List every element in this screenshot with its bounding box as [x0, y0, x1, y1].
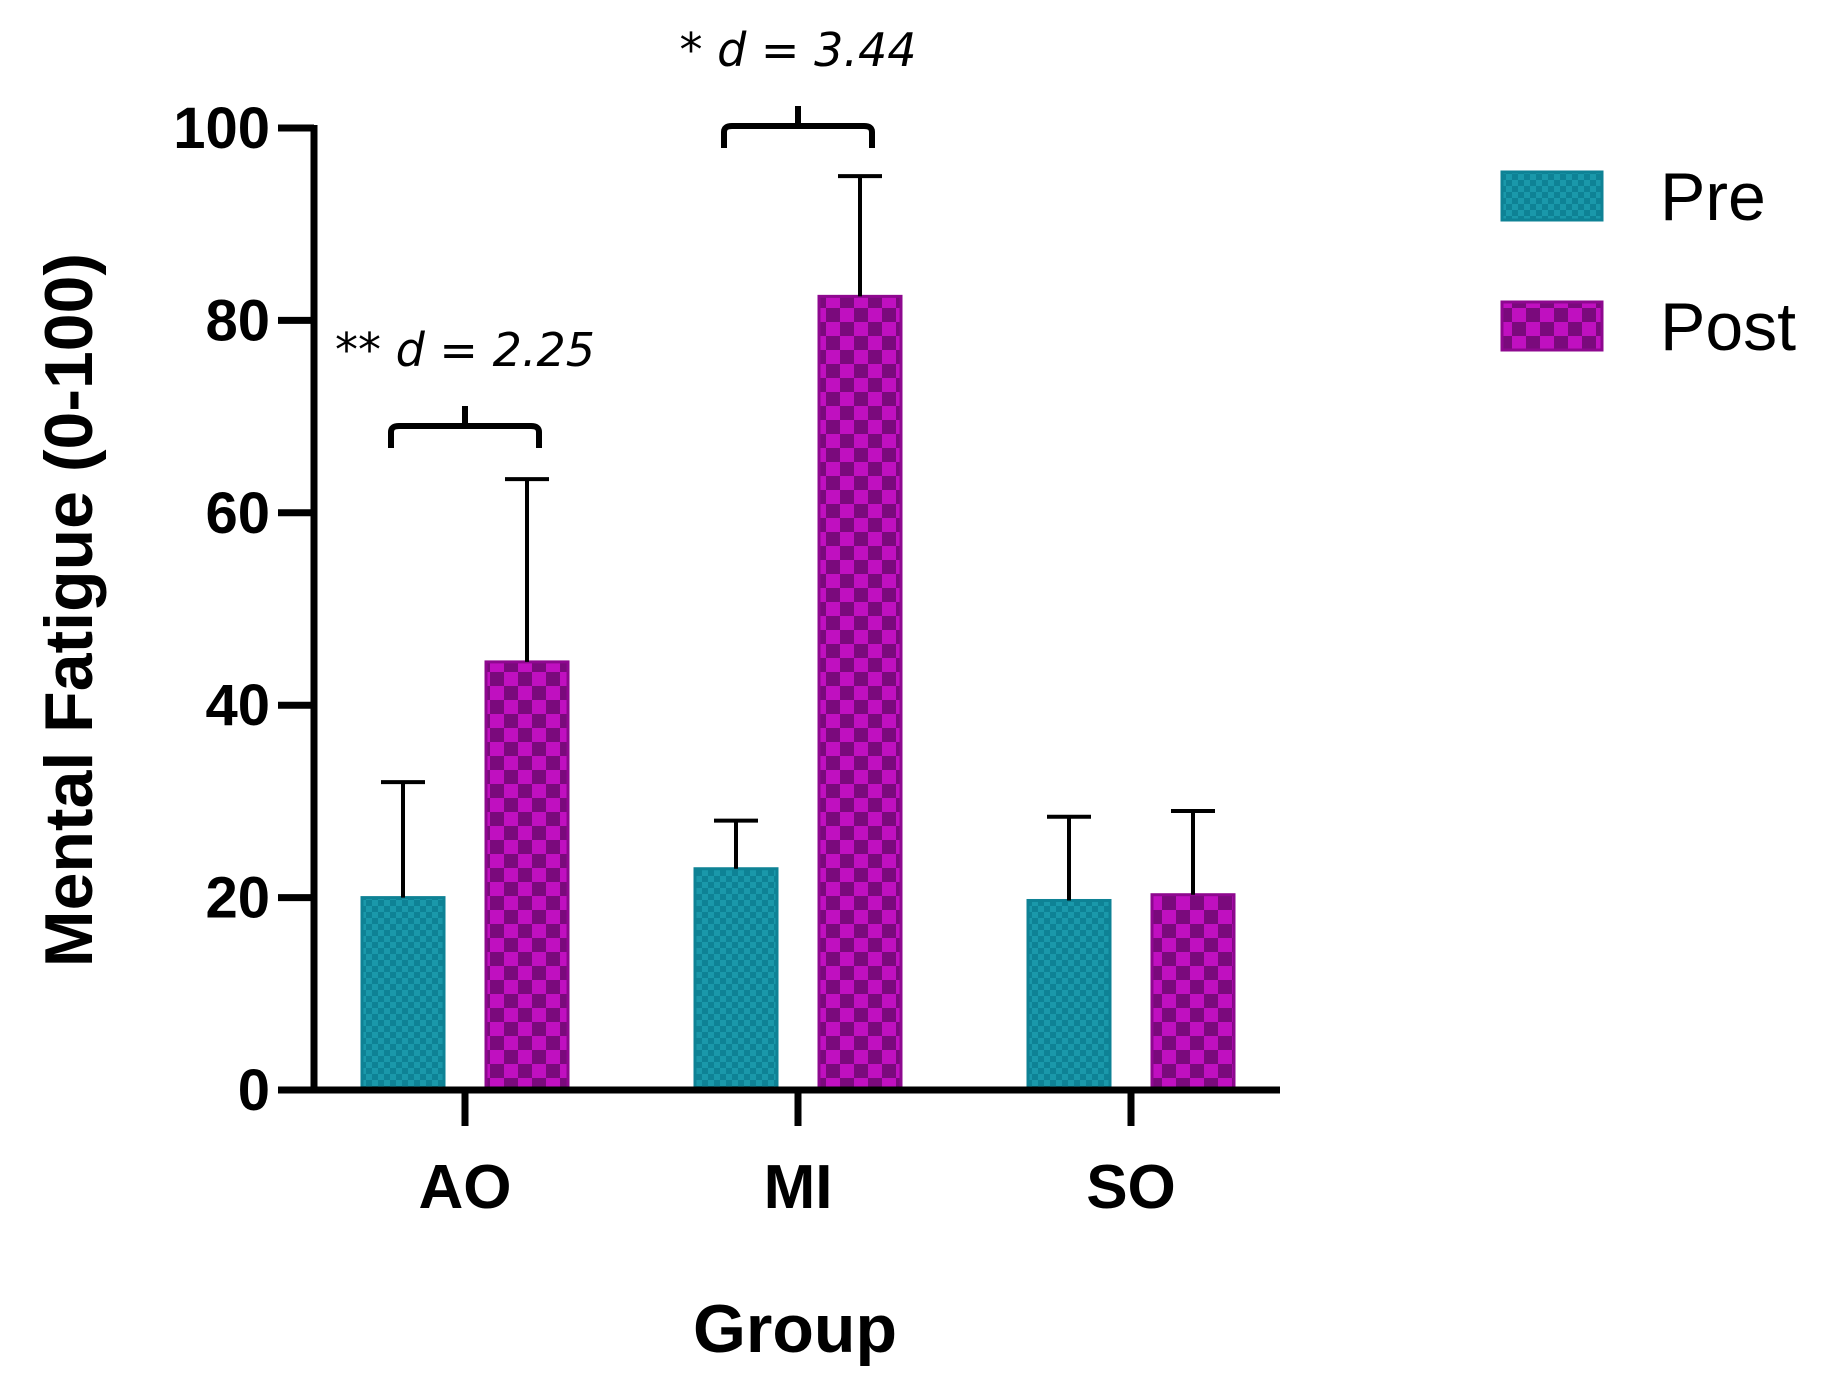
legend-label-post: Post: [1660, 289, 1796, 365]
annotations-layer: ** d = 2.25 * d = 3.44: [335, 23, 917, 448]
bar-post-so: [1150, 893, 1236, 1092]
significance-label-mi: * d = 3.44: [679, 23, 916, 77]
y-ticks-layer: 0 20 40 60 80 100: [173, 96, 314, 1123]
x-axis-title: Group: [693, 1291, 897, 1367]
bar-pre-mi: [693, 867, 779, 1092]
effect-size-label: d = 2.25: [396, 323, 595, 377]
effect-size-label: d = 3.44: [717, 23, 916, 77]
y-tick-label: 40: [205, 673, 270, 738]
bar-post-mi: [817, 294, 903, 1092]
legend-swatch-post: [1500, 300, 1604, 352]
significance-bracket: [388, 423, 542, 448]
legend-swatch-pre: [1500, 170, 1604, 222]
y-axis-title: Mental Fatigue (0-100): [31, 253, 107, 967]
y-tick-label: 20: [205, 866, 270, 931]
bar-pre-so: [1026, 898, 1112, 1092]
significance-stars: *: [679, 23, 717, 77]
x-ticks-layer: AO MI SO: [419, 1090, 1176, 1222]
significance-label-ao: ** d = 2.25: [335, 323, 595, 377]
y-tick-label: 60: [205, 481, 270, 546]
bars-layer: [360, 294, 1236, 1092]
y-tick-label: 100: [173, 96, 270, 161]
x-tick-label-mi: MI: [764, 1153, 833, 1222]
legend-label-pre: Pre: [1660, 159, 1766, 235]
error-bars-layer: [381, 174, 1215, 901]
significance-bracket: [721, 123, 875, 148]
significance-stars: **: [335, 323, 396, 377]
x-tick-label-ao: AO: [419, 1153, 512, 1222]
bar-post-ao: [484, 660, 570, 1092]
x-tick-label-so: SO: [1086, 1153, 1176, 1222]
y-tick-label: 0: [238, 1058, 270, 1123]
axes-layer: [278, 125, 1280, 1094]
legend: Pre Post: [1500, 159, 1796, 365]
bar-pre-ao: [360, 896, 446, 1092]
y-tick-label: 80: [205, 288, 270, 353]
